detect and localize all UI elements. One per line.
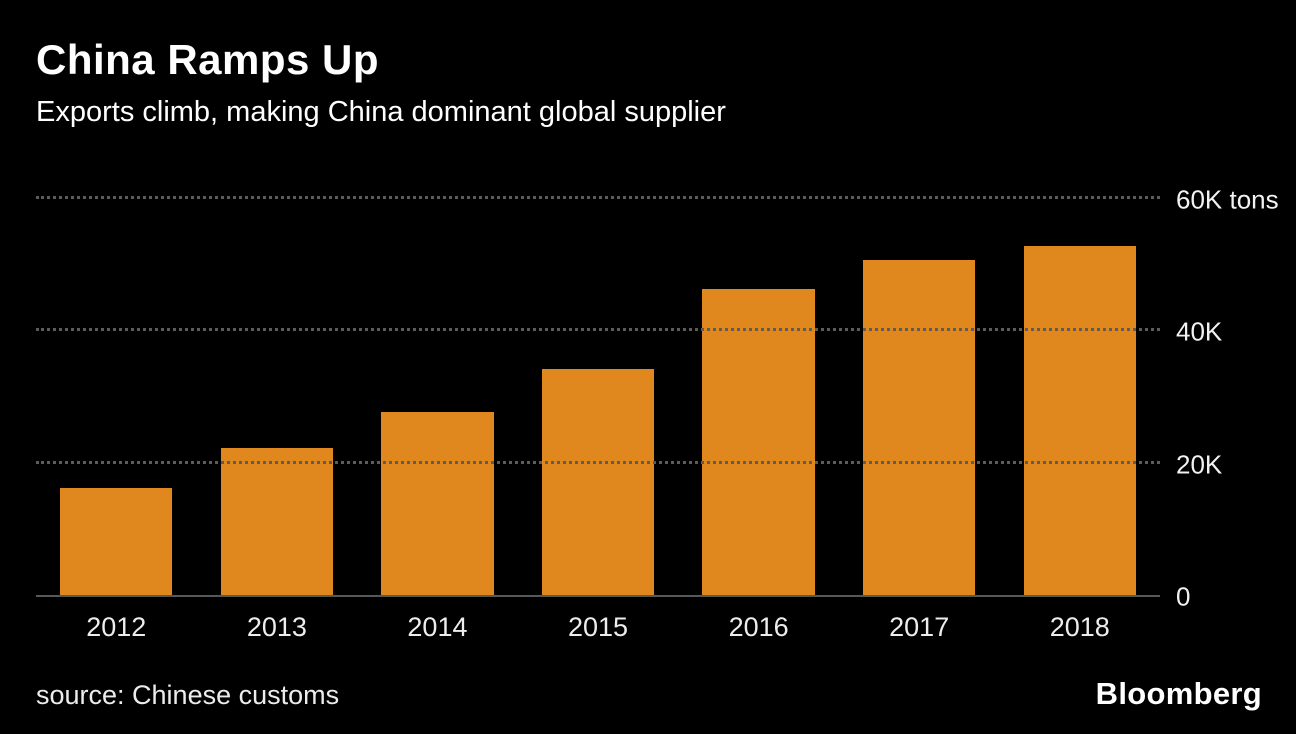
bar-2017 [862, 259, 976, 597]
x-tick-label-2013: 2013 [246, 612, 307, 642]
bar-2012 [60, 487, 173, 597]
bar-2018 [1023, 246, 1136, 597]
bar-2016 [702, 289, 815, 597]
x-tick-label-2012: 2012 [86, 612, 147, 642]
y-tick-label-40: 40K [1176, 316, 1223, 347]
bar-series [36, 200, 1160, 597]
y-tick-label-60: 60K tons [1176, 184, 1279, 215]
bar-2013 [220, 448, 334, 597]
bar-slot-2013 [197, 200, 358, 597]
x-tick-label-2018: 2018 [1049, 612, 1110, 642]
y-tick-label-20: 20K [1176, 449, 1223, 480]
bar-slot-2014 [357, 200, 518, 597]
chart-title: China Ramps Up [36, 36, 380, 83]
bloomberg-logo: Bloomberg [1095, 676, 1262, 711]
bar-slot-2017 [839, 200, 1000, 597]
bar-slot-2015 [518, 200, 679, 597]
x-tick-label-2017: 2017 [889, 612, 950, 642]
bar-2015 [541, 368, 655, 597]
y-tick-label-0: 0 [1176, 581, 1191, 612]
plot-area [36, 196, 1160, 597]
bar-slot-2012 [36, 200, 197, 597]
x-tick-label-2016: 2016 [728, 612, 789, 642]
y-axis-labels: 0 20K 40K 60K tons [1176, 185, 1294, 612]
x-tick-label-2014: 2014 [407, 612, 468, 642]
gridline-20 [36, 460, 1160, 464]
x-axis-labels: 2012 2013 2014 2015 2016 2017 2018 [36, 612, 1160, 643]
bar-slot-2016 [678, 200, 839, 597]
bar-slot-2018 [999, 200, 1160, 597]
x-tick-label-2015: 2015 [567, 612, 629, 642]
x-axis-baseline [36, 595, 1160, 597]
source-note: source: Chinese customs [36, 680, 340, 710]
chart-subtitle: Exports climb, making China dominant glo… [36, 96, 726, 128]
gridline-60 [36, 196, 1160, 199]
gridline-40 [36, 328, 1160, 332]
bar-2014 [381, 411, 494, 597]
